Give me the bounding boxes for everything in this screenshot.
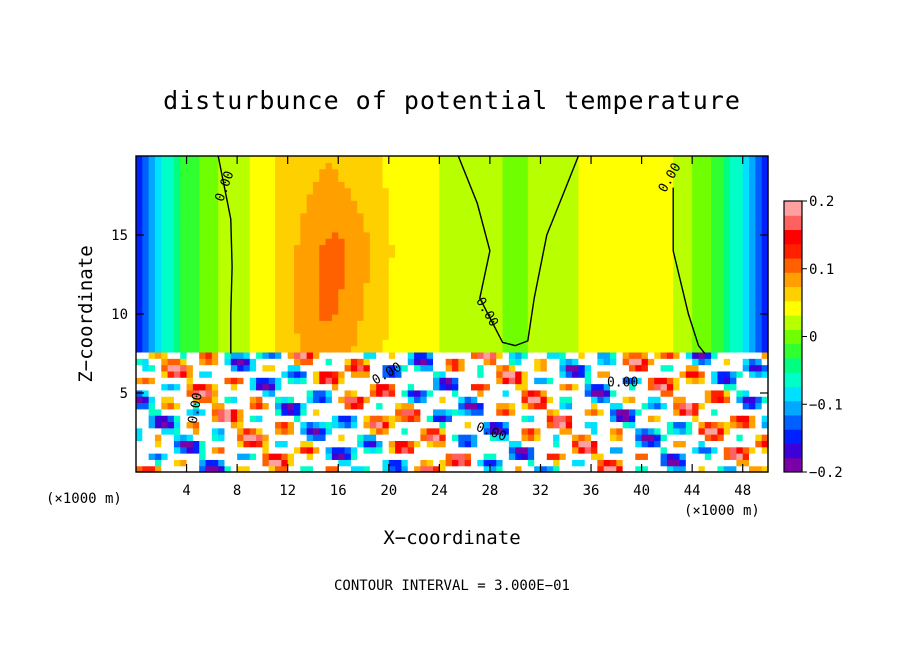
chart-title: disturbunce of potential temperature [163, 86, 741, 115]
color-field [136, 156, 769, 473]
colorbar-band-7 [784, 357, 802, 373]
zero-contour-line-2 [457, 155, 580, 347]
colorbar-band-2 [784, 429, 802, 444]
x-tick-label-36: 36 [583, 483, 600, 499]
colorbar-tick-label-3: −0.1 [809, 397, 843, 413]
x-tick-label-16: 16 [330, 483, 347, 499]
x-tick-label-24: 24 [431, 483, 448, 499]
colorbar-band-11 [784, 300, 802, 316]
colorbar-band-5 [784, 386, 802, 402]
colorbar-band-16 [784, 229, 802, 245]
x-tick-label-44: 44 [684, 483, 701, 499]
colorbar-band-10 [784, 315, 802, 330]
colorbar-tick-label-0: 0.2 [809, 194, 834, 210]
x-tick-label-8: 8 [233, 483, 241, 499]
x-tick-label-20: 20 [380, 483, 397, 499]
colorbar-band-6 [784, 372, 802, 387]
x-axis-label: X−coordinate [383, 527, 521, 549]
colorbar-band-9 [784, 329, 802, 345]
zero-contour-line-1 [217, 155, 233, 354]
x-unit-label-right: (×1000 m) [684, 503, 760, 519]
y-axis-label: Z−coordinate [75, 245, 97, 383]
x-tick-label-32: 32 [532, 483, 549, 499]
colorbar-band-17 [784, 215, 802, 231]
x-tick-label-28: 28 [481, 483, 498, 499]
contour-interval-note: CONTOUR INTERVAL = 3.000E−01 [333, 578, 570, 594]
x-unit-label-left: (×1000 m) [46, 491, 122, 507]
contour-lines [217, 155, 706, 354]
colorbar: 0.2 0.1 0 −0.1 −0.2 [783, 194, 843, 481]
x-tick-label-48: 48 [734, 483, 751, 499]
colorbar-band-0 [784, 457, 802, 473]
contour-label-7: 0.00 [186, 391, 206, 424]
colorbar-band-3 [784, 414, 802, 430]
colorbar-band-8 [784, 343, 802, 359]
zero-contour-line-3 [672, 187, 706, 354]
x-tick-label-4: 4 [182, 483, 190, 499]
x-tick-label-40: 40 [633, 483, 650, 499]
y-tick-label-5: 5 [120, 386, 128, 402]
colorbar-tick-label-1: 0.1 [809, 262, 834, 278]
colorbar-tick-label-4: −0.2 [809, 465, 843, 481]
y-tick-label-10: 10 [111, 307, 128, 323]
contour-label-5: 0.00 [607, 376, 638, 391]
colorbar-band-4 [784, 400, 802, 416]
colorbar-band-14 [784, 258, 802, 273]
y-tick-label-15: 15 [111, 228, 128, 244]
colorbar-band-13 [784, 272, 802, 288]
colorbar-tick-label-2: 0 [809, 330, 817, 346]
colorbar-band-1 [784, 443, 802, 459]
colorbar-band-15 [784, 243, 802, 259]
colorbar-band-18 [784, 201, 802, 216]
colorbar-band-12 [784, 286, 802, 302]
x-tick-label-12: 12 [279, 483, 296, 499]
